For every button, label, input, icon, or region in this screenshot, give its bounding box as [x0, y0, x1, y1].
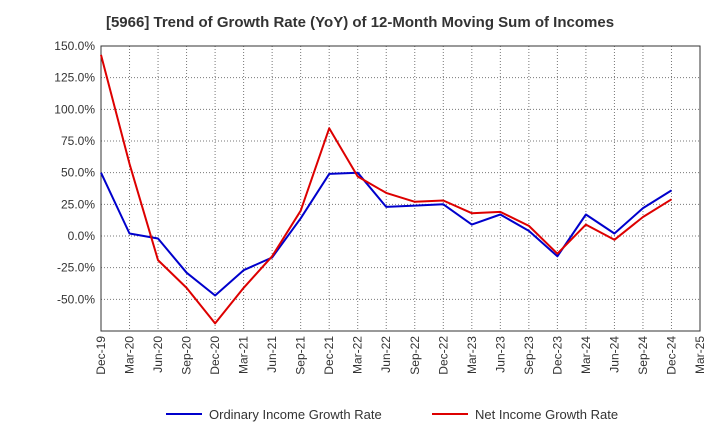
x-tick-label: Mar-25	[693, 336, 707, 374]
y-tick-label: -25.0%	[57, 261, 95, 275]
series-line-2	[100, 54, 673, 325]
x-tick-label: Mar-22	[351, 336, 365, 374]
x-tick-label: Dec-21	[322, 336, 336, 375]
y-tick-label: 100.0%	[54, 102, 95, 116]
axes	[100, 45, 701, 332]
y-tick-labels: 150.0% 125.0% 100.0% 75.0% 50.0% 25.0% 0.0% -25…	[54, 39, 95, 306]
series-line-1	[100, 171, 673, 297]
x-tick-label: Jun-24	[607, 336, 621, 373]
y-tick-label: 75.0%	[61, 134, 95, 148]
x-tick-label: Jun-21	[265, 336, 279, 373]
y-tick-label: -50.0%	[57, 292, 95, 306]
x-tick-labels: Dec-19 Mar-20 Jun-20 Sep-20 Dec-20 Mar-21 Jun-…	[94, 336, 707, 375]
x-tick-label: Dec-23	[550, 336, 564, 375]
x-tick-label: Jun-20	[151, 336, 165, 373]
x-tick-label: Sep-20	[180, 336, 194, 375]
x-tick-label: Sep-24	[636, 336, 650, 375]
x-tick-label: Sep-22	[408, 336, 422, 375]
x-tick-label: Dec-20	[208, 336, 222, 375]
chart-title: [5966] Trend of Growth Rate (YoY) of 12-…	[105, 14, 615, 31]
x-tick-label: Dec-22	[436, 336, 450, 375]
plot-frame	[100, 45, 701, 332]
x-tick-label: Jun-22	[379, 336, 393, 373]
x-tick-label: Mar-21	[237, 336, 251, 374]
y-tick-label: 125.0%	[54, 71, 95, 85]
legend-label: Ordinary Income Growth Rate	[209, 407, 382, 422]
y-tick-label: 25.0%	[61, 197, 95, 211]
series-lines	[100, 54, 673, 325]
y-tick-label: 50.0%	[61, 166, 95, 180]
x-tick-label: Mar-23	[465, 336, 479, 374]
y-tick-label: 150.0%	[54, 39, 95, 53]
x-tick-label: Dec-19	[94, 336, 108, 375]
x-tick-label: Mar-20	[123, 336, 137, 374]
x-tick-label: Sep-21	[294, 336, 308, 375]
legend-label: Net Income Growth Rate	[475, 407, 618, 422]
x-tick-label: Sep-23	[522, 336, 536, 375]
x-tick-label: Dec-24	[664, 336, 678, 375]
y-tick-label: 0.0%	[68, 229, 96, 243]
x-tick-label: Mar-24	[579, 336, 593, 374]
x-tick-label: Jun-23	[493, 336, 507, 373]
legend: Ordinary Income Growth Rate Net Income Gr…	[166, 407, 618, 422]
grid-lines	[100, 45, 701, 331]
